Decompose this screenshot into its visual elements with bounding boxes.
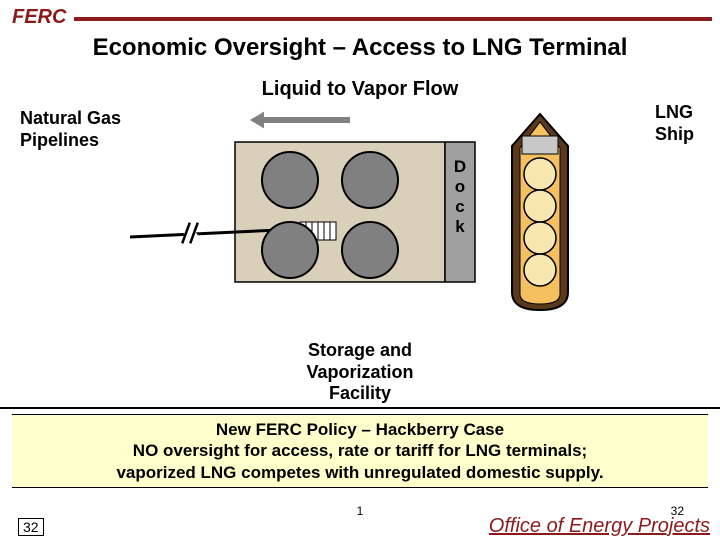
pipelines-label: Natural GasPipelines xyxy=(20,108,121,151)
policy-line-1: New FERC Policy – Hackberry Case xyxy=(16,419,704,440)
page-number-left: 32 xyxy=(18,518,44,536)
svg-text:k: k xyxy=(455,217,465,236)
facility-label: Storage andVaporizationFacility xyxy=(0,340,720,409)
page-subtitle: Liquid to Vapor Flow xyxy=(0,78,720,101)
policy-line-3: vaporized LNG competes with unregulated … xyxy=(16,462,704,483)
policy-line-2: NO oversight for access, rate or tariff … xyxy=(16,440,704,461)
page-title: Economic Oversight – Access to LNG Termi… xyxy=(0,34,720,62)
header-rule xyxy=(74,17,712,21)
office-footer: Office of Energy Projects xyxy=(489,515,710,538)
ship-label: LNGShip xyxy=(655,102,694,145)
page-number-center: 1 xyxy=(357,504,364,518)
svg-text:o: o xyxy=(455,177,465,196)
svg-text:c: c xyxy=(455,197,464,216)
svg-text:D: D xyxy=(454,157,466,176)
ferc-logo: FERC xyxy=(12,6,66,29)
policy-box: New FERC Policy – Hackberry Case NO over… xyxy=(12,414,708,488)
